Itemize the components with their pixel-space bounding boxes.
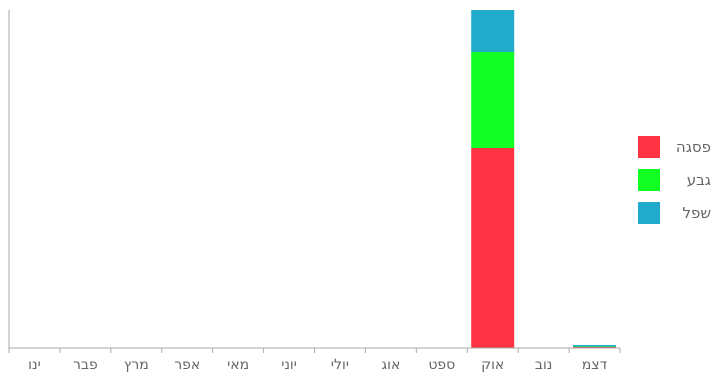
x-tick-label-7: יולי [331, 357, 349, 373]
x-tick-label-10: אוק [481, 357, 504, 373]
legend-swatch-2 [638, 169, 660, 191]
bar-segment-10-series-2[interactable] [471, 52, 514, 148]
x-axis-ticks [9, 348, 620, 353]
x-tick-label-9: ספט [428, 357, 455, 373]
bar-segment-12-series-3[interactable] [573, 345, 616, 347]
x-tick-label-4: אפר [174, 357, 200, 373]
bars-layer [471, 10, 616, 348]
legend: פסגה גבע שפל [638, 136, 711, 224]
x-tick-label-5: מאי [227, 357, 249, 373]
x-tick-label-12: דצמ [582, 357, 608, 373]
bar-segment-10-series-1[interactable] [471, 148, 514, 348]
legend-label-1: פסגה [676, 138, 711, 156]
legend-swatch-1 [638, 136, 660, 158]
x-tick-label-11: נוב [535, 357, 553, 373]
x-tick-label-1: ינו [28, 357, 41, 373]
x-tick-label-6: יוני [281, 357, 297, 373]
bar-segment-10-series-3[interactable] [471, 10, 514, 52]
x-axis-labels: ינו פבר מרץ אפר מאי יוני יולי אוג ספט אוק נוב דצמ [28, 357, 607, 373]
x-tick-label-8: אוג [381, 357, 400, 373]
x-tick-label-2: פבר [73, 357, 98, 373]
legend-swatch-3 [638, 202, 660, 224]
x-tick-label-3: מרץ [124, 357, 149, 373]
bar-segment-12-series-2[interactable] [573, 347, 616, 348]
legend-label-2: גבע [687, 171, 711, 189]
legend-label-3: שפל [682, 204, 711, 222]
